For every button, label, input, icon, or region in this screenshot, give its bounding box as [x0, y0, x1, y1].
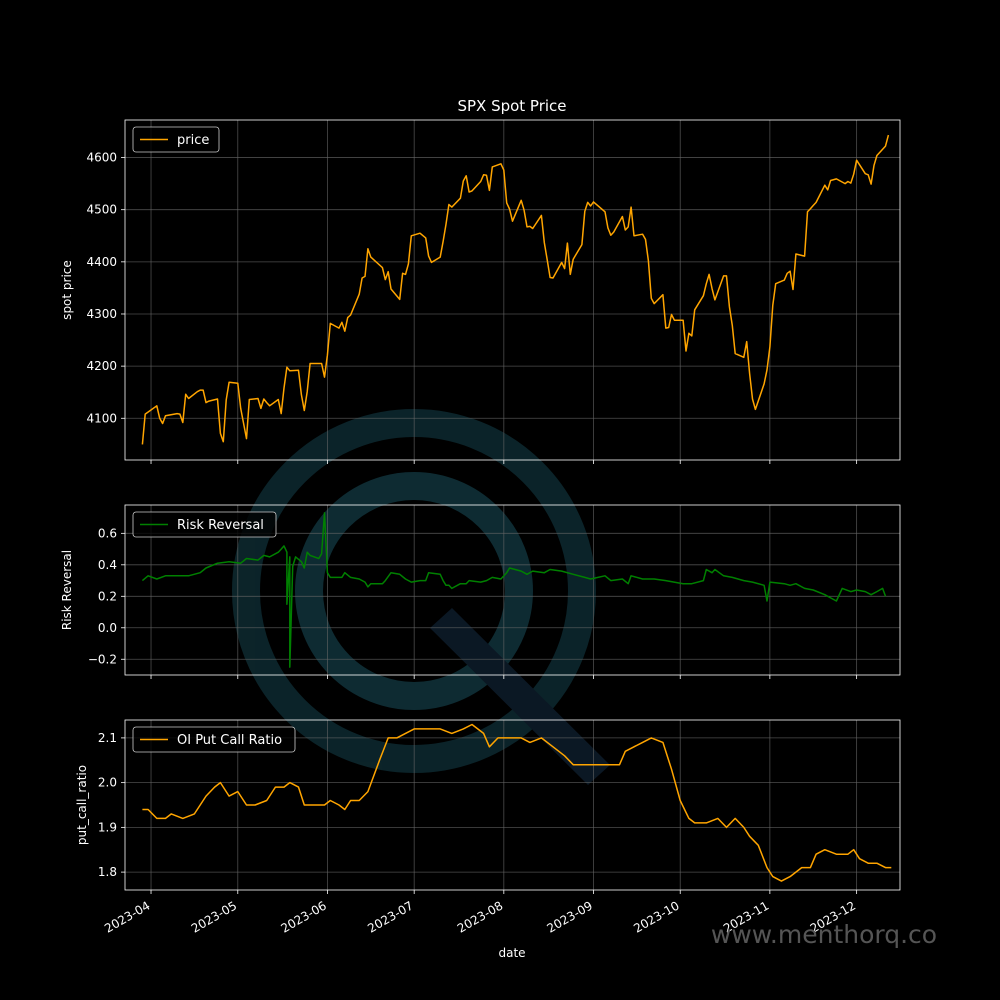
legend: Risk Reversal — [132, 511, 277, 538]
legend: price — [132, 126, 220, 153]
legend-box — [132, 726, 296, 753]
y-tick-label: 4400 — [86, 255, 117, 269]
y-tick-label: 0.4 — [98, 558, 117, 572]
x-tick-label: 2023-04 — [102, 898, 152, 935]
legend-box — [132, 511, 277, 538]
y-tick-label: 1.8 — [98, 865, 117, 879]
legend-label: Risk Reversal — [177, 518, 264, 533]
y-axis-label: Risk Reversal — [60, 550, 74, 630]
y-tick-label: 4500 — [86, 203, 117, 217]
watermark-text: www.menthorq.co — [711, 920, 937, 949]
series-line-oi-put-call-ratio — [142, 723, 892, 882]
y-tick-label: 0.6 — [98, 526, 117, 540]
x-tick-label: 2023-05 — [189, 898, 239, 935]
y-tick-label: 1.9 — [98, 820, 117, 834]
y-tick-label: 2.0 — [98, 776, 117, 790]
chart-title: SPX Spot Price — [457, 97, 566, 115]
x-axis-label: date — [498, 946, 525, 960]
x-tick-label: 2023-08 — [455, 898, 505, 935]
y-axis-label: put_call_ratio — [75, 765, 89, 845]
price-panel: 4100 4200 4300 4400 4500 4600 spot price price — [60, 119, 901, 464]
y-tick-label: 4100 — [86, 411, 117, 425]
watermark-inner-ring — [295, 472, 533, 710]
legend-label: price — [177, 133, 209, 148]
x-tick-label: 2023-10 — [631, 898, 681, 935]
risk-reversal-panel: −0.2 0.0 0.2 0.4 0.6 Risk Reversal Risk Revers… — [60, 504, 901, 679]
legend-label: OI Put Call Ratio — [177, 733, 282, 748]
axes-frame — [124, 119, 901, 461]
y-tick-label: 2.1 — [98, 731, 117, 745]
legend-box — [132, 126, 220, 153]
watermark-logo — [232, 409, 610, 785]
y-tick-label: 4300 — [86, 307, 117, 321]
y-axis-label: spot price — [60, 260, 74, 320]
axes-frame — [124, 719, 901, 891]
y-tick-label: 0.0 — [98, 621, 117, 635]
x-tick-label: 2023-06 — [279, 898, 329, 935]
y-tick-label: 4600 — [86, 151, 117, 165]
watermark-logo-tail — [430, 608, 610, 785]
axes-frame — [124, 504, 901, 676]
y-tick-label: 0.2 — [98, 589, 117, 603]
x-tick-label: 2023-07 — [365, 898, 415, 935]
x-tick-label: 2023-09 — [545, 898, 595, 935]
series-line-risk-reversal — [141, 512, 887, 668]
y-tick-label: 4200 — [86, 359, 117, 373]
legend: OI Put Call Ratio — [132, 726, 296, 753]
series-line-price — [141, 134, 890, 445]
y-tick-label: −0.2 — [88, 652, 117, 666]
